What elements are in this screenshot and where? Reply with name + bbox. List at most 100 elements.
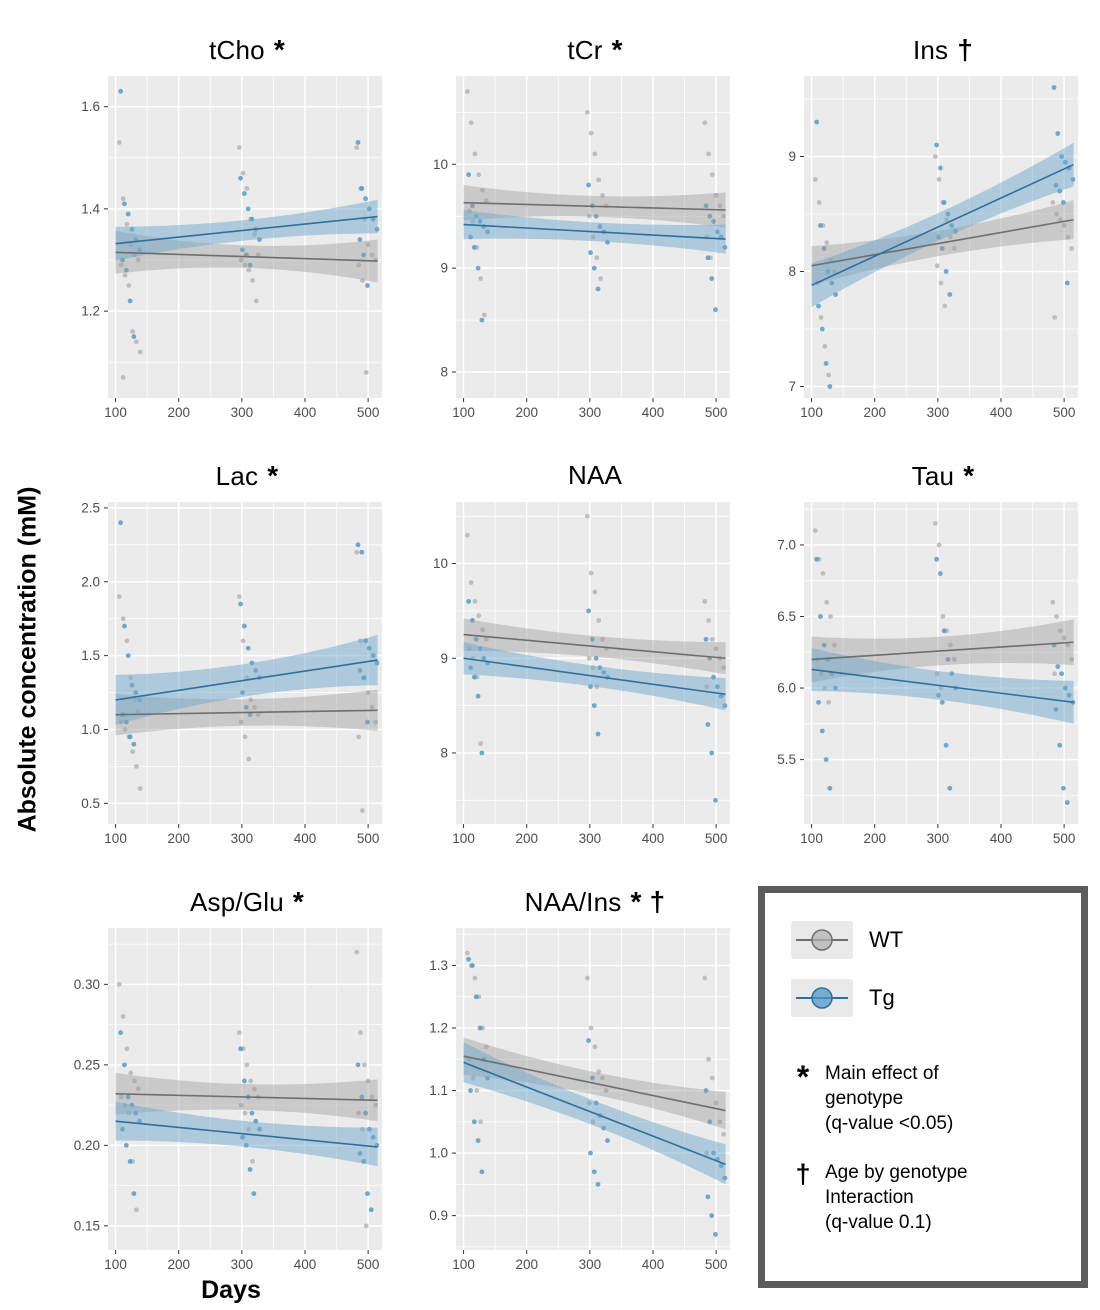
- svg-text:200: 200: [515, 405, 538, 420]
- svg-text:10: 10: [433, 157, 448, 172]
- panel-Ins: Ins † 100 200 300 400 500 7 8 9: [752, 34, 1092, 434]
- svg-text:300: 300: [231, 831, 254, 846]
- svg-text:500: 500: [357, 831, 380, 846]
- svg-text:0.9: 0.9: [429, 1208, 448, 1223]
- svg-text:0.5: 0.5: [81, 796, 100, 811]
- panel-plot: 100 200 300 400 500 0.9 1.0 1.1 1.2 1.3: [429, 928, 730, 1272]
- panel-plot: 100 200 300 400 500 7 8 9: [788, 76, 1078, 420]
- svg-text:100: 100: [452, 831, 475, 846]
- svg-text:9: 9: [440, 261, 448, 276]
- x-axis-ticks: 100 200 300 400 500: [104, 398, 379, 420]
- tg-trend-line: [463, 223, 726, 240]
- svg-text:200: 200: [515, 831, 538, 846]
- legend-label-tg: Tg: [869, 985, 895, 1010]
- svg-text:1.0: 1.0: [81, 722, 100, 737]
- tg-trend-line: [115, 1120, 378, 1148]
- x-axis-ticks: 100 200 300 400 500: [104, 824, 379, 846]
- tg-key-icon: [791, 979, 853, 1017]
- svg-text:100: 100: [104, 1257, 127, 1272]
- svg-text:400: 400: [990, 405, 1013, 420]
- significance-marker: * †: [630, 886, 666, 917]
- tg-trend-line: [463, 657, 726, 696]
- x-axis-ticks: 100 200 300 400 500: [800, 398, 1075, 420]
- significance-marker: *: [273, 34, 285, 65]
- grid-lines: [108, 502, 382, 824]
- legend-cell: WT Tg * Main effect of genotype (q-value…: [752, 886, 1092, 1288]
- svg-text:100: 100: [452, 1257, 475, 1272]
- wt-key-icon: [791, 921, 853, 959]
- panel-plot: 100 200 300 400 500 0.5 1.0 1.5 2.0 2.5: [81, 500, 382, 846]
- svg-text:400: 400: [642, 1257, 665, 1272]
- wt-trend-line: [115, 709, 378, 716]
- wt-points: [464, 89, 727, 318]
- x-axis-ticks: 100 200 300 400 500: [452, 398, 727, 420]
- svg-text:300: 300: [579, 831, 602, 846]
- svg-text:8: 8: [440, 745, 448, 760]
- svg-text:400: 400: [294, 1257, 317, 1272]
- panel-title-text: NAA/Ins: [524, 887, 622, 917]
- wt-trend-line: [811, 641, 1074, 661]
- wt-trend-line: [463, 201, 726, 211]
- svg-text:200: 200: [167, 1257, 190, 1272]
- y-axis-ticks: 1.2 1.4 1.6: [81, 99, 108, 319]
- svg-text:500: 500: [705, 405, 728, 420]
- panel-plot: 100 200 300 400 500 8 9 10: [433, 502, 730, 846]
- legend-label-wt: WT: [869, 927, 904, 952]
- svg-text:100: 100: [800, 405, 823, 420]
- y-axis-ticks: 7 8 9: [788, 149, 804, 394]
- grid-lines: [108, 928, 382, 1250]
- legend-note-interaction: † Age by genotype Interaction (q-value 0…: [791, 1160, 1059, 1235]
- svg-text:5.5: 5.5: [777, 752, 796, 767]
- svg-text:0.15: 0.15: [74, 1218, 100, 1233]
- svg-text:1.6: 1.6: [81, 99, 100, 114]
- svg-text:400: 400: [294, 405, 317, 420]
- panel-tCho: tCho * 100 200 300 400 500 1.2 1.4 1.6: [56, 34, 396, 434]
- x-axis-ticks: 100 200 300 400 500: [104, 1250, 379, 1272]
- panel-title: Lac *: [56, 460, 396, 496]
- panel-title-text: NAA: [567, 460, 623, 490]
- panel-title: Ins †: [752, 34, 1092, 70]
- panel-plot: 100 200 300 400 500 5.5 6.0 6.5 7.0: [777, 502, 1078, 846]
- svg-text:300: 300: [927, 831, 950, 846]
- tg-trend-line: [115, 659, 378, 701]
- x-axis-label: Days: [201, 1276, 261, 1304]
- wt-trend-line: [115, 1093, 378, 1102]
- significance-marker: *: [611, 34, 623, 65]
- svg-text:6.0: 6.0: [777, 681, 796, 696]
- svg-text:300: 300: [231, 1257, 254, 1272]
- asterisk-symbol: *: [796, 1059, 810, 1095]
- y-axis-ticks: 0.9 1.0 1.1 1.2 1.3: [429, 958, 456, 1223]
- svg-text:1.3: 1.3: [429, 958, 448, 973]
- wt-trend-line: [463, 1055, 726, 1112]
- legend-note-genotype-text: Main effect of genotype (q-value <0.05): [825, 1063, 954, 1135]
- grid-lines: [456, 502, 730, 824]
- panel-title-text: tCr: [567, 35, 603, 65]
- x-axis-ticks: 100 200 300 400 500: [452, 824, 727, 846]
- panel-plot: 100 200 300 400 500 8 9 10: [433, 76, 730, 420]
- svg-text:300: 300: [579, 405, 602, 420]
- significance-marker: †: [957, 34, 974, 65]
- panel-AspGlu: Asp/Glu * 100 200 300 400 500 0.15 0.20 0.25 0.30: [56, 886, 396, 1286]
- svg-text:1.2: 1.2: [81, 304, 100, 319]
- tg-trend-line: [115, 215, 378, 245]
- y-axis-ticks: 0.15 0.20 0.25 0.30: [74, 977, 108, 1233]
- panel-NAA: NAA 100 200 300 400 500 8 9 10: [404, 460, 744, 860]
- svg-text:0.25: 0.25: [74, 1057, 100, 1072]
- svg-text:0.30: 0.30: [74, 977, 100, 992]
- svg-text:300: 300: [231, 405, 254, 420]
- panel-title-text: tCho: [209, 35, 265, 65]
- svg-text:300: 300: [579, 1257, 602, 1272]
- x-axis-ticks: 100 200 300 400 500: [800, 824, 1075, 846]
- panel-title: NAA: [404, 460, 744, 496]
- svg-text:9: 9: [440, 651, 448, 666]
- panel-title-text: Asp/Glu: [190, 887, 284, 917]
- svg-text:1.5: 1.5: [81, 648, 100, 663]
- wt-trend-line: [115, 251, 378, 262]
- panel-title-text: Lac: [215, 461, 259, 491]
- y-axis-ticks: 8 9 10: [433, 157, 456, 380]
- svg-text:500: 500: [705, 831, 728, 846]
- svg-text:400: 400: [642, 405, 665, 420]
- panel-title: NAA/Ins * †: [404, 886, 744, 922]
- tg-trend-line: [811, 668, 1074, 704]
- svg-text:500: 500: [705, 1257, 728, 1272]
